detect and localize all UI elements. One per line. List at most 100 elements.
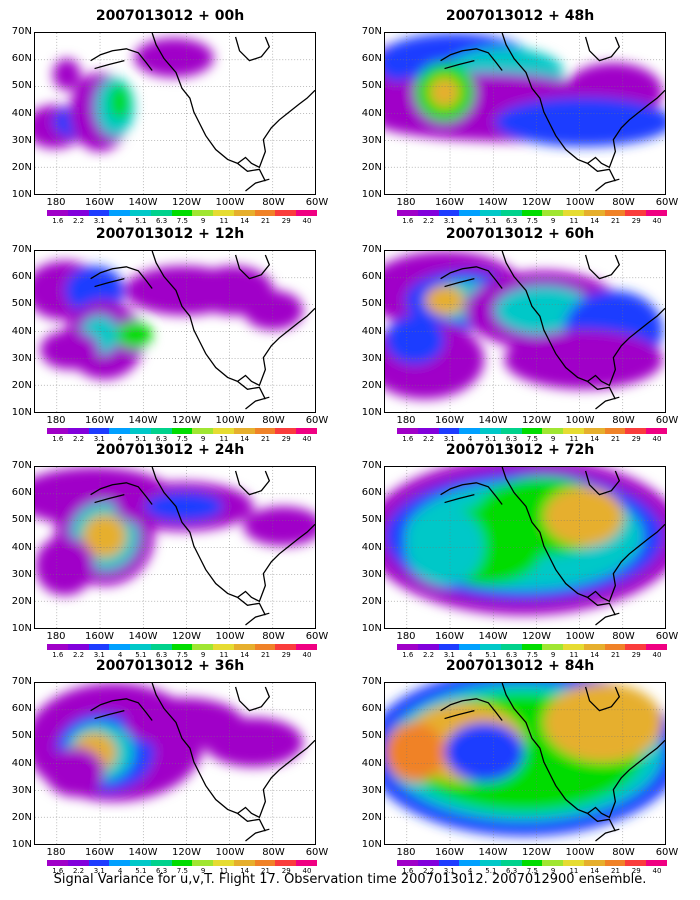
colorbar-swatch xyxy=(417,210,439,216)
lon-label: 100W xyxy=(565,631,595,642)
lon-label: 160W xyxy=(85,847,114,858)
colorbar-label: 1.6 xyxy=(52,435,64,443)
colorbar-label: 40 xyxy=(652,867,662,875)
colorbar-label: 7.5 xyxy=(176,217,188,225)
colorbar-swatch xyxy=(480,428,501,434)
colorbar-swatch xyxy=(192,210,214,216)
coastline xyxy=(234,686,271,712)
colorbar-label: 9 xyxy=(550,867,556,875)
colorbar-swatch xyxy=(233,644,255,650)
lat-label: 30N xyxy=(11,568,32,580)
colorbar-label: 11 xyxy=(219,435,229,443)
colorbar-swatch xyxy=(459,644,481,650)
lon-label: 180 xyxy=(396,631,416,642)
colorbar-swatch xyxy=(625,428,647,434)
colorbar xyxy=(47,860,317,866)
lat-label: 30N xyxy=(361,784,382,796)
colorbar-label: 21 xyxy=(260,867,270,875)
colorbar-swatch xyxy=(646,210,667,216)
colorbar-label: 1.6 xyxy=(52,651,64,659)
colorbar-swatch xyxy=(47,428,68,434)
colorbar-label: 11 xyxy=(219,217,229,225)
colorbar-label: 9 xyxy=(200,651,206,659)
colorbar-label: 40 xyxy=(302,651,312,659)
colorbar-label: 14 xyxy=(240,435,250,443)
colorbar-label: 3.1 xyxy=(443,217,455,225)
lat-label: 50N xyxy=(361,298,382,310)
lon-label: 80W xyxy=(612,415,635,426)
lon-label: 140W xyxy=(128,847,158,858)
lon-label: 140W xyxy=(478,415,508,426)
colorbar-swatch xyxy=(542,860,564,866)
colorbar-swatch xyxy=(438,860,460,866)
colorbar-swatch xyxy=(296,210,317,216)
lat-label: 60N xyxy=(11,703,32,715)
colorbar-label: 2.2 xyxy=(422,435,435,443)
coastline xyxy=(587,596,620,626)
lat-label: 10N xyxy=(11,407,32,418)
colorbar-swatch xyxy=(254,860,276,866)
lat-label: 10N xyxy=(11,189,32,200)
lon-label: 80W xyxy=(612,847,635,858)
lon-label: 80W xyxy=(612,631,635,642)
colorbar-label: 6.3 xyxy=(506,867,518,875)
coastline xyxy=(587,380,620,410)
colorbar-label: 5.1 xyxy=(135,435,147,443)
colorbar-swatch xyxy=(275,210,297,216)
variance-field xyxy=(385,33,665,147)
lat-label: 50N xyxy=(11,514,32,526)
variance-field xyxy=(35,37,214,152)
variance-field xyxy=(35,260,304,380)
colorbar-swatch xyxy=(459,210,481,216)
lon-label: 60W xyxy=(655,415,679,426)
lat-label: 60N xyxy=(361,487,382,499)
colorbar-swatch xyxy=(88,644,110,650)
colorbar xyxy=(397,428,667,434)
lat-label: 50N xyxy=(361,730,382,742)
colorbar-label: 7.5 xyxy=(526,651,538,659)
variance-shading xyxy=(116,321,153,349)
map-plot xyxy=(384,250,666,413)
colorbar-label: 21 xyxy=(610,867,620,875)
lat-label: 20N xyxy=(361,379,382,391)
variance-shading xyxy=(385,722,445,782)
colorbar-swatch xyxy=(625,210,647,216)
lon-label: 180 xyxy=(396,847,416,858)
coastline xyxy=(501,251,665,387)
lon-label: 160W xyxy=(85,197,114,208)
coastline xyxy=(440,266,503,289)
map-panel: 2007013012 + 72h 70N 60N 50N 40N 30N 20N 10N 180… xyxy=(350,442,690,659)
colorbar xyxy=(397,860,667,866)
lon-label: 60W xyxy=(655,197,679,208)
lat-label: 10N xyxy=(361,839,382,850)
lon-label: 120W xyxy=(172,847,201,858)
map-plot xyxy=(384,466,666,629)
variance-shading xyxy=(543,486,624,547)
colorbar-swatch xyxy=(646,428,667,434)
coastline xyxy=(584,686,621,712)
colorbar-label: 40 xyxy=(302,435,312,443)
lat-label: 70N xyxy=(361,676,382,687)
colorbar-label: 4 xyxy=(117,651,123,659)
variance-shading xyxy=(243,290,304,331)
lat-label: 30N xyxy=(11,134,32,146)
lat-label: 50N xyxy=(11,730,32,742)
lon-label: 100W xyxy=(565,415,595,426)
variance-shading xyxy=(52,58,81,91)
colorbar-label: 11 xyxy=(569,651,579,659)
coastline xyxy=(584,36,621,62)
colorbar-swatch xyxy=(521,644,543,650)
coastline xyxy=(90,698,153,721)
colorbar-label: 5.1 xyxy=(485,651,497,659)
colorbar-swatch xyxy=(417,644,439,650)
colorbar-swatch xyxy=(213,860,234,866)
lat-label: 40N xyxy=(361,757,382,769)
colorbar-label: 4 xyxy=(117,435,123,443)
colorbar-swatch xyxy=(604,644,626,650)
colorbar-swatch xyxy=(480,210,501,216)
coastline xyxy=(440,48,503,71)
lon-label: 60W xyxy=(655,847,679,858)
colorbar-label: 9 xyxy=(200,867,206,875)
colorbar-label: 6.3 xyxy=(506,651,518,659)
colorbar-swatch xyxy=(521,428,543,434)
